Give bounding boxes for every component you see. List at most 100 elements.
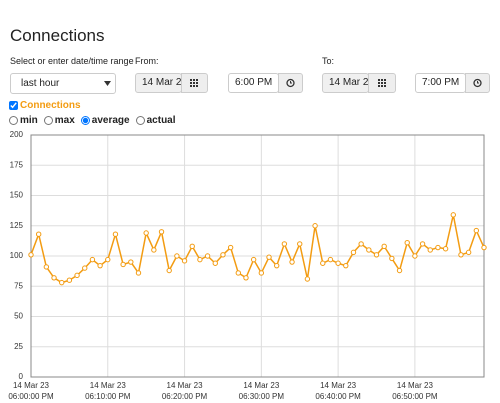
data-point [335,260,341,266]
data-point [143,230,149,236]
mode-radio[interactable] [80,116,90,125]
x-tick-label: 14 Mar 23 06:00:00 PM [8,381,54,401]
clock-button[interactable] [465,73,490,93]
data-point [389,255,395,262]
data-point [66,277,73,283]
calendar-button[interactable] [181,73,208,93]
data-point [281,241,288,247]
data-point [297,241,303,247]
data-point [358,241,364,247]
y-tick-label: 75 [14,281,23,290]
data-point [151,247,157,253]
data-point [204,253,211,259]
mode-option[interactable]: average [80,115,130,126]
to-date[interactable]: 14 Mar 2 [322,73,369,93]
data-point [343,262,349,269]
data-point [212,260,218,266]
data-point [435,244,441,251]
mode-label: max [54,115,75,126]
data-point [158,229,165,235]
data-point [174,253,180,259]
data-point [312,223,318,229]
data-point [135,270,142,276]
data-point [458,252,464,258]
clock-icon [473,78,482,88]
data-line [30,214,485,284]
y-tick-label: 150 [10,191,24,200]
y-tick-label: 125 [10,221,24,230]
range-select[interactable]: last hour [10,73,116,94]
data-point [258,270,265,276]
data-point [404,239,410,246]
range-label: Select or enter date/time range [10,56,134,66]
data-point [366,247,372,253]
x-tick-label: 14 Mar 23 06:40:00 PM [315,381,361,401]
mode-radio[interactable] [9,116,18,125]
series-checkbox[interactable] [9,101,18,110]
x-tick-label: 14 Mar 23 06:50:00 PM [392,381,438,401]
data-point [381,243,387,250]
mode-option[interactable]: actual [135,115,176,126]
data-point [481,244,487,251]
calendar-icon [190,79,198,87]
data-point [128,259,134,265]
to-label: To: [322,56,335,66]
y-tick-label: 0 [19,372,24,380]
data-point [412,253,418,259]
data-point [327,256,334,263]
mode-label: min [20,115,38,126]
data-point [82,265,88,271]
mode-option[interactable]: min [9,115,38,126]
data-point [250,256,257,263]
y-tick-label: 50 [14,312,23,321]
from-label: From: [135,56,159,66]
calendar-button[interactable] [368,73,396,93]
series-toggle[interactable]: Connections [9,100,81,111]
chart: 0 25 50 75 100 125 150 175 200 [10,130,487,380]
series-name: Connections [20,100,81,111]
data-point [220,252,226,258]
range-value: last hour [21,78,60,89]
mode-label: actual [146,115,176,126]
x-tick-label: 14 Mar 23 06:20:00 PM [161,381,208,401]
y-tick-label: 100 [10,251,24,260]
data-point [266,254,272,260]
data-point [97,262,103,269]
data-point [396,267,403,274]
data-point [51,275,57,281]
data-point [442,246,449,252]
data-point [197,256,203,263]
data-point [89,256,96,263]
x-tick-label: 14 Mar 23 06:10:00 PM [85,381,131,401]
page-title: Connections [10,26,105,45]
data-point [181,258,188,264]
data-point [419,241,426,247]
data-point [320,260,326,266]
from-date[interactable]: 14 Mar 2 [135,73,182,93]
calendar-icon [378,79,386,87]
data-point [373,252,380,258]
y-tick-label: 25 [14,342,23,351]
mode-label: average [91,115,130,126]
data-point [243,275,249,281]
data-point [235,270,242,276]
data-point [43,264,50,270]
mode-radio[interactable] [43,116,53,125]
x-tick-label: 14 Mar 23 06:30:00 PM [238,381,285,401]
data-point [304,276,311,282]
y-tick-label: 175 [10,160,24,169]
clock-button[interactable] [278,73,303,93]
data-point [120,261,126,268]
data-point [289,259,295,265]
data-point [350,249,357,256]
y-tick-label: 200 [10,130,24,139]
mode-radio[interactable] [135,116,145,125]
data-point [273,262,280,269]
data-point [35,231,42,237]
data-point [105,256,111,263]
mode-option[interactable]: max [43,115,75,126]
data-point [473,227,480,234]
data-point [28,252,34,258]
clock-icon [286,78,295,88]
